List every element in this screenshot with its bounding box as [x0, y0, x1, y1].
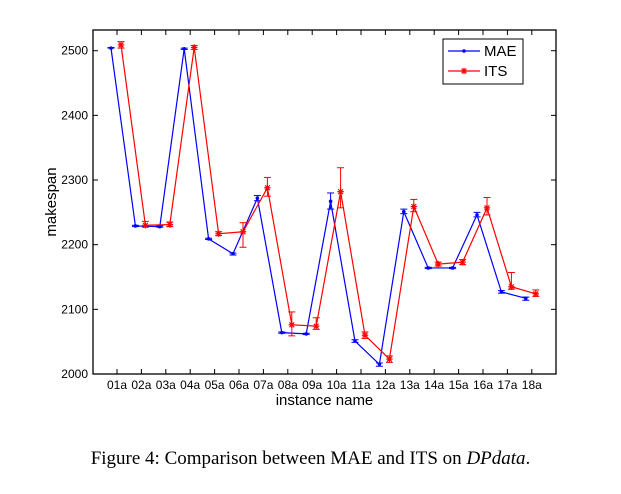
data-point-marker — [386, 356, 393, 362]
legend-label-mae: MAE — [484, 43, 517, 60]
x-tick-label: 08a — [278, 378, 298, 392]
legend-marker-mae — [462, 49, 466, 53]
caption-prefix: Figure 4: Comparison between MAE and ITS… — [90, 448, 467, 469]
x-tick-label: 17a — [497, 378, 517, 392]
x-tick-label: 14a — [424, 378, 444, 392]
data-point-marker — [142, 222, 149, 229]
data-point-marker — [508, 283, 515, 290]
data-point — [255, 196, 260, 200]
data-point — [426, 266, 431, 270]
data-point-marker — [215, 230, 222, 237]
data-point — [133, 224, 138, 228]
data-point — [328, 199, 333, 204]
x-axis-label: instance name — [276, 392, 374, 409]
data-point-marker — [435, 261, 442, 267]
x-tick-label: 05a — [205, 378, 225, 392]
y-tick-label: 2300 — [61, 173, 88, 187]
series-mae — [107, 46, 530, 367]
y-tick-label: 2500 — [61, 44, 88, 58]
x-tick-label: 01a — [107, 378, 127, 392]
axes: 2000 2100 2200 2300 2400 2500 01a 02a 03a 04a 05a 0… — [61, 29, 557, 392]
x-tick-label: 15a — [449, 378, 469, 392]
x-tick-label: 10a — [327, 378, 347, 392]
data-point-marker — [166, 221, 173, 228]
data-point-marker — [362, 332, 368, 339]
x-tick-label: 07a — [253, 378, 273, 392]
data-point — [206, 237, 211, 241]
data-point-marker — [191, 44, 198, 51]
legend-marker — [461, 68, 467, 74]
x-tick-label: 16a — [473, 378, 493, 392]
x-tick-label: 06a — [229, 378, 249, 392]
x-tick-label: 13a — [400, 378, 420, 392]
data-point-marker — [240, 228, 246, 235]
data-point — [280, 330, 284, 335]
data-point — [353, 339, 357, 343]
data-point-marker — [459, 259, 466, 265]
data-point-marker — [484, 204, 490, 211]
data-point-marker — [264, 184, 271, 191]
data-point — [402, 209, 406, 214]
data-point-marker — [337, 188, 344, 195]
series-layer — [107, 41, 540, 367]
plot-frame — [92, 29, 557, 375]
data-point — [109, 46, 113, 50]
y-tick-label: 2400 — [61, 108, 88, 122]
series-its — [117, 41, 540, 363]
data-point — [475, 213, 479, 217]
data-point — [182, 46, 186, 51]
x-tick-label: 18a — [522, 378, 542, 392]
data-point — [524, 296, 528, 301]
x-tick-label: 09a — [302, 378, 322, 392]
legend-label-its: ITS — [484, 63, 507, 80]
y-tick-label: 2100 — [61, 302, 88, 316]
legend-box — [442, 38, 524, 85]
legend: MAE ITS — [442, 38, 524, 85]
data-point — [158, 224, 162, 229]
data-point-marker — [118, 42, 124, 48]
data-point — [231, 251, 235, 256]
chart: 2000 2100 2200 2300 2400 2500 01a 02a 03a 04a 05a 0… — [43, 29, 557, 409]
caption-italic: DPdata — [466, 448, 526, 469]
data-point — [499, 290, 504, 294]
x-tick-label: 11a — [351, 378, 370, 392]
data-point-marker — [410, 203, 417, 210]
data-point-marker — [532, 290, 539, 297]
y-tick-label: 2000 — [61, 367, 88, 381]
y-tick-label: 2200 — [61, 238, 88, 252]
series-line-its — [120, 44, 536, 361]
data-point — [450, 266, 455, 270]
data-point-marker — [288, 322, 295, 328]
x-tick-label: 12a — [375, 378, 395, 392]
data-point — [377, 362, 382, 367]
data-point-marker — [313, 323, 320, 329]
y-axis-label: makespan — [43, 167, 60, 236]
x-tick-label: 02a — [131, 378, 151, 392]
figure-caption: Figure 4: Comparison between MAE and ITS… — [0, 448, 621, 470]
x-tick-label: 03a — [156, 378, 176, 392]
caption-suffix: . — [525, 448, 531, 469]
x-tick-label: 04a — [180, 378, 200, 392]
data-point — [304, 332, 309, 336]
series-line-mae — [110, 48, 526, 366]
